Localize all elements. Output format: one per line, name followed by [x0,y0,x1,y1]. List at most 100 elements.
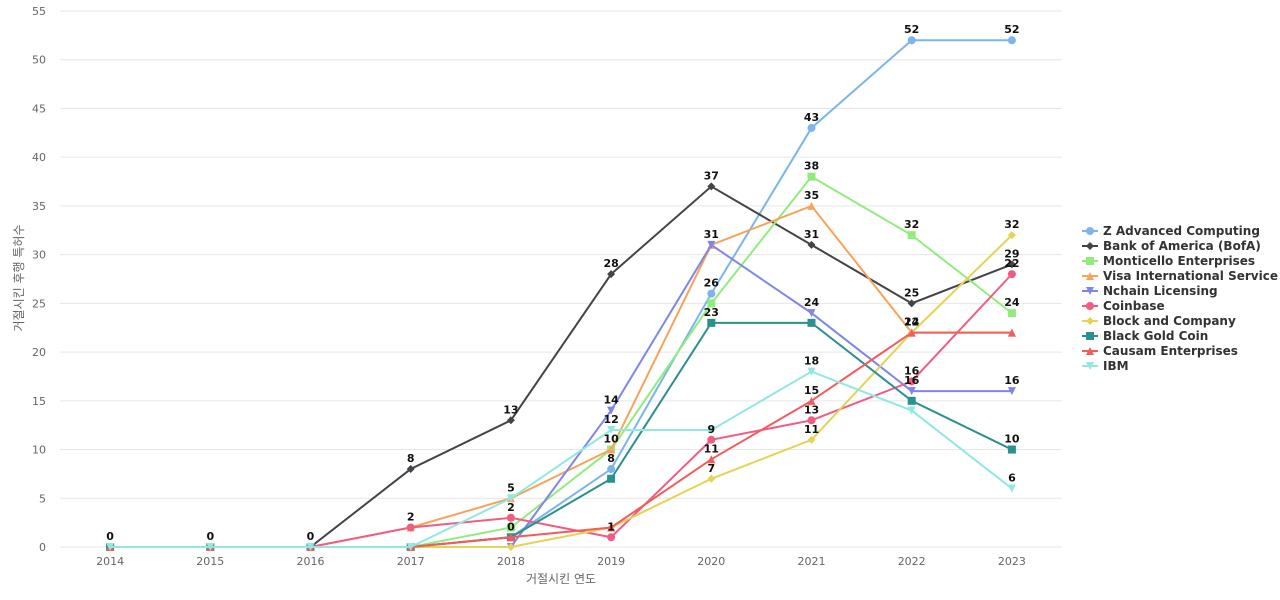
data-point [1007,260,1016,269]
data-label: 2 [507,501,515,514]
data-point [707,455,716,464]
series-lines [106,36,1016,551]
y-tick-label: 35 [32,200,46,213]
legend-item[interactable]: Bank of America (BofA) [1082,239,1261,253]
series-line [110,39,1012,548]
y-tick-label: 40 [32,151,46,164]
data-label: 22 [904,316,919,329]
data-point [1007,484,1016,493]
y-tick-label: 20 [32,346,46,359]
legend-item[interactable]: Coinbase [1082,299,1165,313]
series-8 [106,328,1016,551]
data-label: 10 [1004,433,1020,446]
data-point [607,426,616,435]
data-point [1007,36,1016,45]
legend-label: IBM [1103,359,1129,373]
data-label: 12 [603,413,618,426]
x-tick-label: 2023 [998,555,1026,568]
legend-item[interactable]: Block and Company [1082,314,1236,328]
data-label: 11 [804,423,819,436]
legend-marker [1086,257,1094,265]
data-point [607,406,616,415]
legend-item[interactable]: Black Gold Coin [1082,329,1208,343]
data-point [506,494,515,503]
legend-item[interactable]: IBM [1082,359,1129,373]
legend-item[interactable]: Monticello Enterprises [1082,254,1255,268]
data-label: 8 [407,452,415,465]
data-point [807,309,816,318]
series-line [110,273,1013,548]
data-point [506,523,515,532]
data-label: 0 [307,530,315,543]
x-tick-label: 2015 [196,555,224,568]
y-tick-label: 0 [39,541,46,554]
data-label: 23 [704,306,719,319]
data-point [506,533,515,542]
data-point [406,465,415,474]
legend-label: Visa International Service ... [1103,269,1280,283]
x-tick-label: 2017 [397,555,425,568]
grid [60,10,1062,548]
data-label: 31 [704,228,719,241]
data-point [707,289,716,298]
data-point [907,299,916,308]
legend-label: Coinbase [1103,299,1165,313]
data-point [707,474,716,483]
data-label: 11 [704,442,719,455]
data-label: 16 [904,374,920,387]
legend-item[interactable]: Nchain Licensing [1082,284,1218,298]
data-point [506,513,515,522]
data-point [607,474,616,483]
legend-item[interactable]: Z Advanced Computing [1082,224,1260,238]
data-point [607,523,616,532]
data-point [206,543,215,551]
series-line [110,370,1013,548]
data-label: 31 [804,228,819,241]
legend-label: Nchain Licensing [1103,284,1218,298]
data-label: 0 [206,530,214,543]
data-label: 13 [804,403,819,416]
data-label: 1 [607,520,615,533]
data-label: 37 [704,169,719,182]
y-tick-label: 10 [32,444,46,457]
data-point [607,533,616,542]
data-label: 29 [1004,247,1019,260]
data-point [807,240,816,249]
data-label: 28 [603,257,618,270]
data-label: 10 [603,433,619,446]
legend-marker [1086,242,1094,250]
x-tick-label: 2021 [798,555,826,568]
data-label: 32 [1004,218,1019,231]
data-label: 5 [507,481,515,494]
data-point [907,328,916,337]
data-label: 7 [707,462,715,475]
data-point [907,231,916,240]
data-point [707,435,716,444]
series-2 [106,172,1016,551]
legend-label: Black Gold Coin [1103,329,1208,343]
data-point [1007,270,1016,279]
legend-label: Causam Enterprises [1103,344,1238,358]
legend-marker [1086,317,1094,325]
data-label: 16 [1004,374,1020,387]
data-point [907,406,916,415]
data-point [707,182,716,191]
data-point [306,543,315,551]
legend-marker [1086,227,1094,235]
data-label: 43 [804,111,819,124]
data-label: 13 [503,403,518,416]
data-point [907,396,916,405]
data-label: 15 [804,384,819,397]
legend-item[interactable]: Causam Enterprises [1082,344,1238,358]
legend-item[interactable]: Visa International Service ... [1082,269,1280,283]
data-label: 35 [804,189,819,202]
data-label: 52 [1004,23,1019,36]
x-axis-ticks: 2014 2015 2016 2017 2018 2019 2020 2021 2022 2023 [96,555,1026,568]
data-point [807,435,816,444]
x-tick-label: 2020 [697,555,725,568]
data-point [406,543,415,551]
data-point [607,465,616,474]
